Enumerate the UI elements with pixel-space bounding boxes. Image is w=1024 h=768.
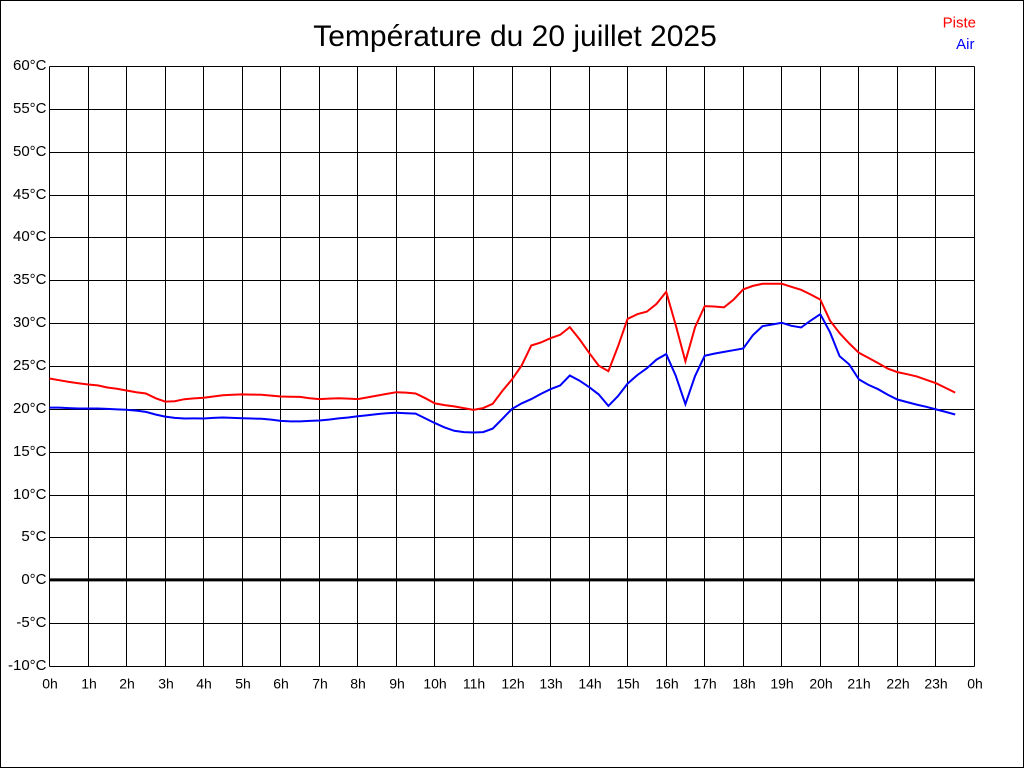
svg-text:5h: 5h	[235, 676, 251, 692]
svg-text:45°C: 45°C	[13, 186, 47, 203]
svg-text:Piste: Piste	[943, 15, 976, 32]
svg-text:19h: 19h	[770, 676, 793, 692]
svg-text:13h: 13h	[539, 676, 562, 692]
svg-text:22h: 22h	[886, 676, 909, 692]
svg-text:10°C: 10°C	[13, 486, 47, 503]
svg-text:23h: 23h	[924, 676, 947, 692]
svg-text:35°C: 35°C	[13, 271, 47, 288]
svg-text:0h: 0h	[42, 676, 58, 692]
svg-text:40°C: 40°C	[13, 228, 47, 245]
svg-text:7h: 7h	[312, 676, 328, 692]
svg-text:20h: 20h	[809, 676, 832, 692]
svg-text:60°C: 60°C	[13, 57, 47, 74]
svg-text:14h: 14h	[578, 676, 601, 692]
svg-text:25°C: 25°C	[13, 357, 47, 374]
svg-text:0h: 0h	[967, 676, 983, 692]
svg-text:18h: 18h	[732, 676, 755, 692]
svg-text:-5°C: -5°C	[16, 614, 46, 631]
svg-text:15h: 15h	[616, 676, 639, 692]
svg-text:55°C: 55°C	[13, 100, 47, 117]
svg-text:Température du 20 juillet 2025: Température du 20 juillet 2025	[313, 20, 717, 53]
svg-text:-10°C: -10°C	[8, 657, 47, 674]
svg-text:11h: 11h	[463, 676, 485, 692]
svg-text:Air: Air	[956, 36, 974, 53]
svg-text:12h: 12h	[501, 676, 524, 692]
svg-text:30°C: 30°C	[13, 314, 47, 331]
svg-text:8h: 8h	[350, 676, 366, 692]
svg-text:15°C: 15°C	[13, 443, 47, 460]
svg-text:16h: 16h	[655, 676, 678, 692]
svg-text:1h: 1h	[81, 676, 97, 692]
svg-text:3h: 3h	[158, 676, 174, 692]
svg-text:5°C: 5°C	[21, 528, 46, 545]
svg-text:4h: 4h	[196, 676, 212, 692]
svg-text:21h: 21h	[847, 676, 870, 692]
svg-text:17h: 17h	[693, 676, 716, 692]
svg-text:20°C: 20°C	[13, 400, 47, 417]
svg-text:10h: 10h	[423, 676, 446, 692]
svg-text:2h: 2h	[119, 676, 135, 692]
svg-text:6h: 6h	[273, 676, 289, 692]
svg-text:0°C: 0°C	[21, 571, 46, 588]
svg-text:9h: 9h	[389, 676, 405, 692]
svg-text:50°C: 50°C	[13, 143, 47, 160]
